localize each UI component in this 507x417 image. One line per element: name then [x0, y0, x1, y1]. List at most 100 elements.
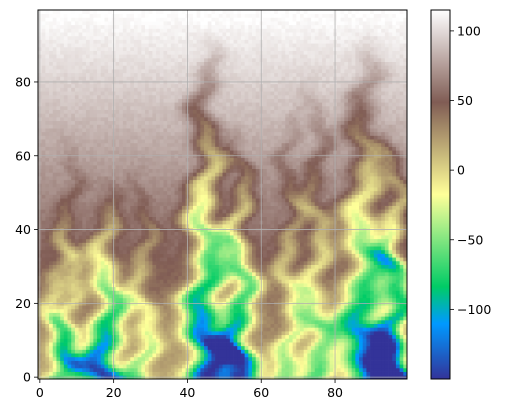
heatmap-cell	[237, 253, 242, 258]
heatmap-cell	[366, 294, 371, 299]
heatmap-cell	[263, 319, 268, 324]
heatmap-cell	[366, 235, 371, 240]
heatmap-cell	[381, 249, 386, 254]
heatmap-cell	[373, 271, 378, 277]
heatmap-cell	[277, 279, 282, 284]
heatmap-cell	[115, 349, 120, 354]
heatmap-cell	[233, 364, 238, 369]
heatmap-cell	[281, 216, 286, 221]
heatmap-cell	[122, 279, 127, 284]
heatmap-cell	[403, 327, 407, 332]
heatmap-cell	[215, 201, 220, 206]
heatmap-cell	[200, 338, 205, 343]
heatmap-cell	[178, 360, 183, 365]
heatmap-cell	[167, 257, 172, 262]
heatmap-cell	[255, 271, 260, 277]
heatmap-cell	[215, 283, 220, 288]
heatmap-cell	[41, 349, 46, 354]
heatmap-cell	[292, 235, 297, 240]
heatmap-cell	[152, 331, 157, 336]
heatmap-cell	[45, 279, 50, 284]
heatmap-cell	[148, 319, 153, 324]
heatmap-cell	[270, 367, 275, 372]
heatmap-cell	[392, 290, 397, 295]
heatmap-cell	[41, 249, 46, 254]
heatmap-cell	[74, 246, 79, 251]
heatmap-cell	[181, 297, 186, 302]
heatmap-cell	[270, 342, 275, 347]
heatmap-cell	[49, 297, 54, 302]
heatmap-cell	[163, 360, 168, 365]
heatmap-cell	[174, 198, 179, 203]
heatmap-cell	[233, 249, 238, 254]
heatmap-cell	[63, 345, 68, 350]
heatmap-cell	[329, 371, 334, 376]
heatmap-cell	[373, 305, 378, 310]
heatmap-cell	[266, 194, 271, 199]
heatmap-cell	[74, 279, 79, 284]
heatmap-cell	[207, 305, 212, 310]
heatmap-cell	[370, 323, 375, 328]
heatmap-cell	[108, 319, 113, 324]
heatmap-cell	[277, 260, 282, 265]
heatmap-cell	[381, 275, 386, 280]
heatmap-cell	[49, 353, 54, 358]
heatmap-cell	[366, 224, 371, 229]
heatmap-cell	[307, 249, 312, 254]
heatmap-cell	[270, 360, 275, 365]
heatmap-cell	[63, 231, 68, 236]
heatmap-cell	[266, 342, 271, 347]
heatmap-cell	[174, 224, 179, 229]
heatmap-cell	[336, 279, 341, 284]
heatmap-cell	[82, 246, 87, 251]
heatmap-cell	[163, 286, 168, 291]
heatmap-cell	[244, 275, 249, 280]
heatmap-cell	[307, 308, 312, 313]
heatmap-cell	[248, 353, 253, 358]
heatmap-cell	[366, 312, 371, 317]
heatmap-cell	[222, 257, 227, 262]
heatmap-cell	[351, 268, 356, 273]
heatmap-cell	[133, 194, 138, 199]
heatmap-cell	[126, 290, 131, 295]
heatmap-cell	[277, 212, 282, 217]
heatmap-cell	[322, 242, 327, 247]
heatmap-cell	[266, 286, 271, 291]
heatmap-cell	[67, 194, 72, 199]
heatmap-cell	[89, 305, 94, 310]
heatmap-cell	[222, 235, 227, 240]
heatmap-cell	[233, 323, 238, 328]
heatmap-cell	[163, 220, 168, 225]
heatmap-cell	[370, 316, 375, 321]
heatmap-cell	[67, 364, 72, 369]
heatmap-cell	[226, 242, 231, 247]
heatmap-cell	[97, 268, 102, 273]
heatmap-cell	[307, 323, 312, 328]
heatmap-cell	[233, 345, 238, 350]
heatmap-cell	[45, 297, 50, 302]
heatmap-cell	[41, 257, 46, 262]
heatmap-cell	[336, 242, 341, 247]
heatmap-cell	[126, 327, 131, 332]
heatmap-cell	[296, 353, 301, 358]
heatmap-cell	[100, 290, 105, 295]
heatmap-cell	[292, 334, 297, 339]
heatmap-cell	[204, 201, 209, 206]
heatmap-cell	[355, 242, 360, 247]
heatmap-cell	[314, 334, 319, 339]
heatmap-cell	[152, 198, 157, 203]
heatmap-cell	[388, 246, 393, 251]
heatmap-cell	[133, 286, 138, 291]
heatmap-cell	[296, 257, 301, 262]
heatmap-cell	[41, 283, 46, 288]
heatmap-cell	[41, 216, 46, 221]
heatmap-cell	[377, 268, 382, 273]
heatmap-cell	[196, 205, 201, 210]
heatmap-cell	[395, 312, 400, 317]
heatmap-cell	[322, 327, 327, 332]
heatmap-cell	[215, 260, 220, 265]
heatmap-cell	[226, 331, 231, 336]
heatmap-cell	[303, 220, 308, 225]
heatmap-cell	[41, 342, 46, 347]
heatmap-cell	[229, 220, 234, 225]
